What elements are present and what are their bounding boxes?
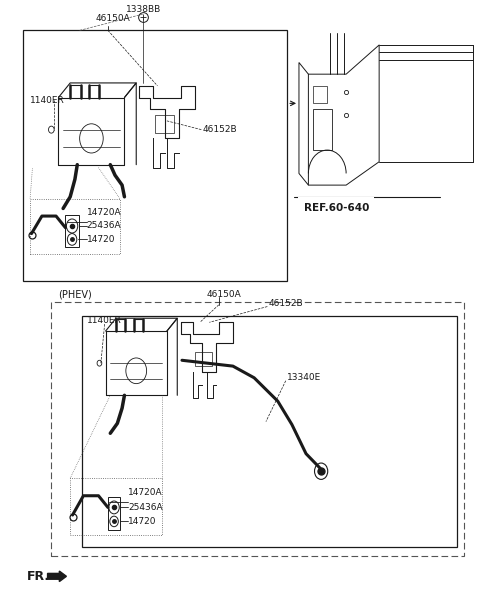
Text: 46152B: 46152B <box>268 299 303 308</box>
Text: 14720: 14720 <box>87 235 115 244</box>
Bar <box>70 478 162 535</box>
Text: 14720A: 14720A <box>87 208 121 217</box>
Text: (PHEV): (PHEV) <box>59 289 92 299</box>
Bar <box>108 498 120 530</box>
Text: 46152B: 46152B <box>202 125 237 134</box>
Text: REF.60-640: REF.60-640 <box>304 203 369 213</box>
Text: 14720A: 14720A <box>128 488 163 497</box>
Circle shape <box>97 360 102 366</box>
Bar <box>23 30 287 282</box>
Text: 1338BB: 1338BB <box>126 5 161 14</box>
FancyArrow shape <box>48 571 66 582</box>
Text: 46150A: 46150A <box>207 290 242 299</box>
Text: 1140ER: 1140ER <box>87 316 121 325</box>
Bar <box>82 316 457 547</box>
Bar <box>155 115 174 133</box>
Bar <box>313 86 327 103</box>
Text: 14720: 14720 <box>128 517 156 526</box>
Text: 1140ER: 1140ER <box>30 96 65 105</box>
Text: 25436A: 25436A <box>87 221 121 230</box>
Bar <box>313 109 332 150</box>
Bar <box>65 215 79 247</box>
Circle shape <box>48 126 54 133</box>
Bar <box>30 199 120 254</box>
Text: FR.: FR. <box>27 570 50 583</box>
Bar <box>51 302 464 556</box>
Text: 13340E: 13340E <box>287 373 322 382</box>
Text: 46150A: 46150A <box>95 14 130 23</box>
Text: 25436A: 25436A <box>128 503 163 512</box>
Bar <box>195 352 212 366</box>
